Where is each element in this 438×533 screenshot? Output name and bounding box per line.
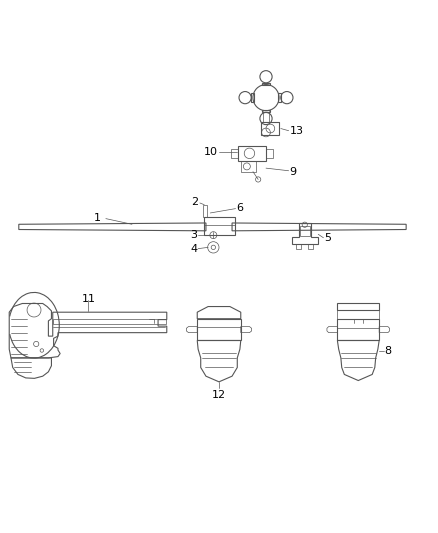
Text: 13: 13 (290, 126, 304, 136)
Bar (337, 319, 379, 341)
Bar (296, 244, 301, 249)
Text: 3: 3 (190, 230, 197, 240)
Bar (337, 310, 379, 319)
Bar (231, 149, 238, 158)
Text: 8: 8 (385, 346, 392, 357)
Bar (203, 205, 207, 217)
Bar (300, 225, 310, 236)
Text: 12: 12 (212, 390, 226, 400)
Bar (53, 319, 166, 324)
Bar (204, 217, 235, 235)
Text: 10: 10 (204, 148, 218, 157)
Bar (241, 161, 256, 172)
Bar (238, 146, 265, 161)
Text: 9: 9 (290, 167, 297, 176)
Text: 6: 6 (237, 203, 244, 213)
Bar (261, 123, 279, 135)
Text: 1: 1 (94, 213, 101, 223)
Text: 2: 2 (191, 197, 198, 207)
Text: 11: 11 (81, 294, 95, 304)
Bar (197, 319, 241, 341)
Bar (265, 149, 272, 158)
Text: 4: 4 (190, 244, 197, 254)
Text: 5: 5 (324, 233, 331, 243)
Bar (308, 244, 314, 249)
